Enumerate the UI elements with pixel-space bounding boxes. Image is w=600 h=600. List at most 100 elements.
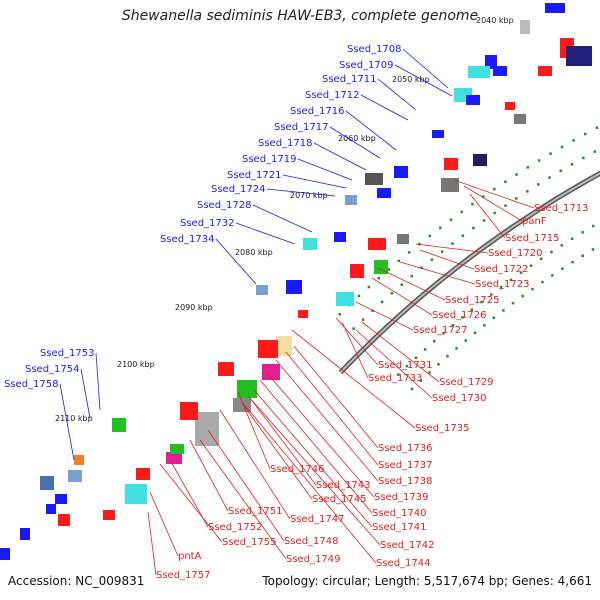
reverse-leader-line <box>207 429 285 542</box>
tick-dot <box>357 294 361 298</box>
forward-gene <box>40 476 54 490</box>
forward-gene-label: Ssed_1758 <box>4 379 59 390</box>
forward-gene <box>520 20 530 34</box>
tick-dot <box>480 300 483 304</box>
reverse-gene-label: Ssed_1739 <box>374 492 429 503</box>
reverse-gene-label: Ssed_1745 <box>312 494 367 505</box>
reverse-leader-line <box>219 409 291 520</box>
reverse-gene <box>566 46 592 66</box>
reverse-leader-line <box>285 351 379 466</box>
forward-gene-label: Ssed_1719 <box>242 154 297 165</box>
reverse-gene-label: Ssed_1733 <box>368 373 423 384</box>
reverse-gene-label: Ssed_1715 <box>505 233 560 244</box>
reverse-gene <box>473 154 487 166</box>
tick-dot <box>338 313 341 316</box>
tick-label: 2080 kbp <box>235 248 273 257</box>
tick-dot <box>410 274 413 278</box>
reverse-gene-label: Ssed_1737 <box>378 460 433 471</box>
tick-dot <box>446 355 449 358</box>
tick-dot <box>550 250 553 254</box>
tick-dot <box>451 323 455 327</box>
forward-gene <box>334 232 346 242</box>
reverse-gene-label: Ssed_1735 <box>415 423 470 434</box>
reverse-leader-line <box>149 491 179 557</box>
reverse-gene-label: Ssed_1748 <box>284 536 339 547</box>
tick-dot <box>570 163 574 166</box>
reverse-gene-label: Ssed_1757 <box>156 570 211 581</box>
forward-gene <box>112 418 126 432</box>
tick-dot <box>483 324 486 327</box>
reverse-gene <box>336 292 354 306</box>
tick-dot <box>581 254 584 257</box>
tick-dot <box>432 340 436 343</box>
tick-dot <box>583 132 587 136</box>
tick-dot <box>559 169 562 173</box>
reverse-leader-line <box>159 463 223 543</box>
reverse-leader-line <box>243 405 313 500</box>
reverse-gene-label: Ssed_1726 <box>432 310 487 321</box>
reverse-leader-line <box>453 179 535 209</box>
tick-dot <box>519 271 523 274</box>
forward-gene <box>466 95 480 105</box>
tick-dot <box>380 300 384 304</box>
tick-dot <box>460 210 463 214</box>
tick-dot <box>595 126 599 130</box>
forward-gene <box>286 280 302 294</box>
forward-gene <box>468 66 490 78</box>
forward-gene <box>74 455 84 465</box>
tick-label: 2060 kbp <box>338 134 376 143</box>
reverse-gene-label: Ssed_1723 <box>475 279 530 290</box>
reverse-leader-line <box>355 329 433 399</box>
reverse-gene-label: Ssed_1722 <box>474 264 529 275</box>
reverse-gene <box>350 264 364 278</box>
reverse-leader-line <box>249 397 317 486</box>
forward-gene <box>394 166 408 178</box>
tick-dot <box>561 267 564 270</box>
tick-dot <box>473 331 477 335</box>
forward-leader-line <box>313 142 367 171</box>
forward-gene-label: Ssed_1717 <box>274 122 329 133</box>
reverse-leader-line <box>199 439 287 560</box>
reverse-leader-line <box>355 301 414 331</box>
tick-dot <box>405 364 409 368</box>
tick-dot <box>461 316 464 319</box>
tick-dot <box>428 371 431 374</box>
reverse-gene-label: Ssed_1713 <box>534 203 589 214</box>
forward-gene <box>432 130 444 138</box>
tick-dot <box>539 257 543 261</box>
reverse-gene <box>170 444 184 454</box>
reverse-gene-label: Ssed_1736 <box>378 443 433 454</box>
reverse-leader-line <box>399 261 476 285</box>
tick-dot <box>531 287 534 291</box>
forward-leader-line <box>345 110 397 151</box>
reverse-leader-line <box>259 379 373 514</box>
tick-dot <box>428 234 432 238</box>
forward-gene <box>365 173 383 185</box>
forward-leader-line <box>402 48 449 89</box>
reverse-gene-label: Ssed_1742 <box>380 540 435 551</box>
forward-leader-line <box>215 238 257 285</box>
reverse-gene <box>441 178 459 192</box>
tick-label: 2110 kbp <box>55 414 93 423</box>
tick-dot <box>537 159 541 162</box>
tick-dot <box>371 309 374 312</box>
forward-gene-label: Ssed_1718 <box>258 138 313 149</box>
tick-dot <box>410 387 414 391</box>
reverse-gene <box>505 102 515 110</box>
reverse-leader-line <box>237 391 271 470</box>
reverse-gene <box>58 514 70 526</box>
tick-dot <box>414 356 418 359</box>
reverse-gene <box>180 402 198 420</box>
forward-leader-line <box>95 352 101 411</box>
reverse-leader-line <box>247 395 381 546</box>
tick-dot <box>591 224 595 228</box>
reverse-gene-label: Ssed_1743 <box>316 480 371 491</box>
tick-dot <box>471 202 474 206</box>
forward-gene <box>303 238 317 250</box>
reverse-leader-line <box>293 345 379 449</box>
tick-dot <box>420 266 424 270</box>
tick-dot <box>499 285 503 289</box>
tick-dot <box>400 283 404 286</box>
